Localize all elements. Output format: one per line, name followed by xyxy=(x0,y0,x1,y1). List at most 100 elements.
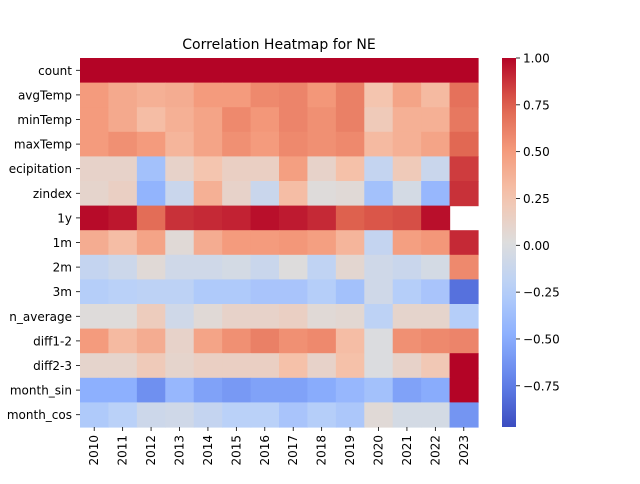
heatmap-cell xyxy=(222,82,252,108)
heatmap-cell xyxy=(222,328,252,354)
heatmap-cell xyxy=(421,131,451,157)
heatmap-cell xyxy=(136,181,166,207)
heatmap-cell xyxy=(108,254,138,280)
heatmap-cell xyxy=(449,156,479,182)
heatmap-cell xyxy=(108,328,138,354)
heatmap-cell xyxy=(165,156,195,182)
heatmap-cell xyxy=(421,156,451,182)
heatmap-cell xyxy=(335,205,365,231)
heatmap-cell xyxy=(108,377,138,403)
x-tick-labels: 2010 2011 2012 2013 2014 2015 2016 2017 2018 2019… xyxy=(87,427,471,466)
heatmap-cells xyxy=(80,58,479,428)
heatmap-cell xyxy=(136,328,166,354)
colorbar-tick-label: 1.00 xyxy=(523,52,550,66)
x-tick-label: 2023 xyxy=(457,435,471,466)
x-tick-label: 2011 xyxy=(116,435,130,466)
colorbar-tick-label: 0.00 xyxy=(523,239,550,253)
heatmap-cell xyxy=(421,328,451,354)
heatmap-cell xyxy=(80,58,110,84)
heatmap-cell xyxy=(165,328,195,354)
heatmap-cell xyxy=(193,353,223,379)
heatmap-cell xyxy=(449,279,479,305)
heatmap-cell xyxy=(421,254,451,280)
heatmap-cell xyxy=(449,304,479,330)
y-tick-label: diff2-3 xyxy=(33,359,72,373)
heatmap-cell xyxy=(222,58,252,84)
heatmap-cell xyxy=(335,230,365,256)
heatmap-cell xyxy=(165,304,195,330)
heatmap-cell xyxy=(279,156,309,182)
heatmap-cell xyxy=(279,254,309,280)
heatmap-cell xyxy=(364,107,394,133)
heatmap-cell xyxy=(136,82,166,108)
heatmap-cell xyxy=(449,82,479,108)
heatmap-cell xyxy=(108,156,138,182)
heatmap-cell xyxy=(364,279,394,305)
heatmap-cell xyxy=(108,304,138,330)
heatmap-cell xyxy=(279,230,309,256)
heatmap-cell xyxy=(136,107,166,133)
heatmap-cell xyxy=(392,131,422,157)
x-tick-label: 2021 xyxy=(400,435,414,466)
heatmap-cell xyxy=(307,205,337,231)
heatmap-cell xyxy=(307,156,337,182)
x-tick-label: 2010 xyxy=(87,435,101,466)
heatmap-cell xyxy=(250,402,280,428)
y-tick-label: 1m xyxy=(53,236,72,250)
heatmap-cell xyxy=(80,304,110,330)
heatmap-cell xyxy=(165,131,195,157)
heatmap-cell xyxy=(165,82,195,108)
y-tick-label: 1y xyxy=(57,211,72,225)
heatmap-cell xyxy=(421,181,451,207)
heatmap-cell xyxy=(307,181,337,207)
heatmap-cell xyxy=(449,181,479,207)
heatmap-cell xyxy=(364,304,394,330)
heatmap-cell xyxy=(222,377,252,403)
heatmap-cell xyxy=(279,304,309,330)
heatmap-cell xyxy=(136,205,166,231)
colorbar xyxy=(502,58,516,427)
heatmap-cell xyxy=(335,328,365,354)
heatmap-cell xyxy=(307,82,337,108)
heatmap-cell xyxy=(250,107,280,133)
heatmap-cell xyxy=(449,353,479,379)
heatmap-cell xyxy=(222,181,252,207)
heatmap-cell xyxy=(279,181,309,207)
heatmap-cell xyxy=(136,254,166,280)
heatmap-cell xyxy=(307,377,337,403)
heatmap-cell xyxy=(165,353,195,379)
heatmap-cell xyxy=(307,402,337,428)
heatmap-cell xyxy=(165,58,195,84)
x-tick-label: 2014 xyxy=(201,435,215,466)
heatmap-cell xyxy=(80,205,110,231)
heatmap-cell xyxy=(108,353,138,379)
heatmap-cell xyxy=(80,279,110,305)
heatmap-cell xyxy=(279,107,309,133)
heatmap-cell xyxy=(335,402,365,428)
heatmap-cell xyxy=(449,402,479,428)
heatmap-cell xyxy=(279,402,309,428)
heatmap-cell xyxy=(335,181,365,207)
heatmap-cell xyxy=(250,353,280,379)
heatmap-cell xyxy=(392,107,422,133)
heatmap-cell xyxy=(136,58,166,84)
heatmap-cell xyxy=(80,353,110,379)
heatmap-cell xyxy=(392,377,422,403)
heatmap-cell xyxy=(108,181,138,207)
heatmap-cell xyxy=(335,279,365,305)
heatmap-cell xyxy=(279,279,309,305)
heatmap-cell xyxy=(392,156,422,182)
heatmap-cell xyxy=(80,131,110,157)
y-tick-label: ecipitation xyxy=(9,162,72,176)
heatmap-cell xyxy=(392,279,422,305)
heatmap-cell xyxy=(364,58,394,84)
heatmap-cell xyxy=(222,279,252,305)
heatmap-cell xyxy=(307,304,337,330)
heatmap-cell xyxy=(193,328,223,354)
heatmap-cell xyxy=(136,402,166,428)
heatmap-cell xyxy=(335,156,365,182)
x-tick-label: 2019 xyxy=(343,435,357,466)
heatmap-cell xyxy=(108,131,138,157)
y-tick-label: 3m xyxy=(53,285,72,299)
